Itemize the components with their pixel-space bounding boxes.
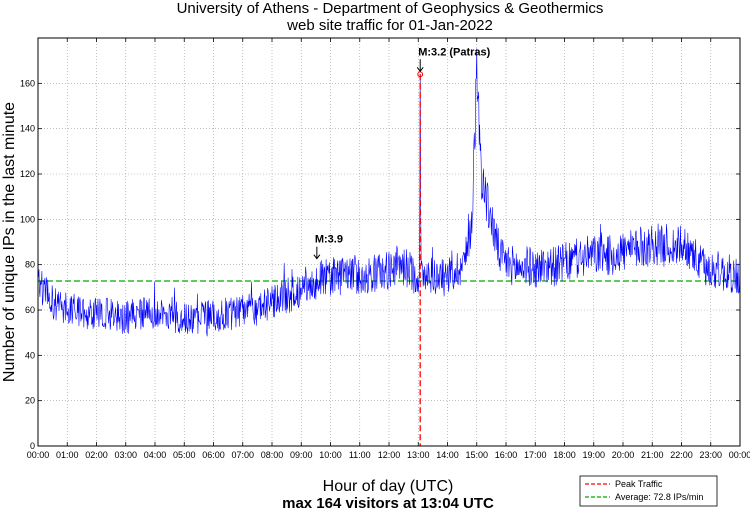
y-tick-label: 40	[25, 350, 35, 360]
x-tick-label: 13:00	[407, 450, 430, 460]
x-tick-label: 21:00	[641, 450, 664, 460]
y-tick-label: 140	[20, 124, 35, 134]
x-tick-label: 19:00	[582, 450, 605, 460]
chart-title: University of Athens - Department of Geo…	[177, 0, 604, 17]
annotations: M:3.9 M:3.2 (Patras)	[313, 46, 491, 260]
series-line	[37, 48, 741, 337]
y-tick-label: 120	[20, 169, 35, 179]
y-axis-label: Number of unique IPs in the last minute	[1, 102, 18, 382]
x-tick-label: 00:00	[729, 450, 750, 460]
x-tick-label: 03:00	[114, 450, 137, 460]
y-tick-label: 0	[30, 441, 35, 451]
x-tick-label: 06:00	[202, 450, 225, 460]
x-tick-label: 15:00	[465, 450, 488, 460]
x-tick-label: 02:00	[85, 450, 108, 460]
x-tick-label: 16:00	[495, 450, 518, 460]
y-tick-label: 20	[25, 396, 35, 406]
y-tick-label: 80	[25, 260, 35, 270]
x-tick-label: 05:00	[173, 450, 196, 460]
y-tick-label: 60	[25, 305, 35, 315]
legend: Peak Traffic Average: 72.8 IPs/min	[579, 475, 718, 507]
series-group	[37, 48, 741, 337]
grid	[37, 38, 741, 447]
x-tick-label: 12:00	[378, 450, 401, 460]
x-tick-label: 08:00	[261, 450, 284, 460]
summary-text: max 164 visitors at 13:04 UTC	[282, 495, 494, 511]
x-tick-label: 20:00	[612, 450, 635, 460]
annotation-arrow-head	[416, 66, 424, 73]
x-tick-label: 09:00	[290, 450, 313, 460]
x-tick-label: 07:00	[231, 450, 254, 460]
x-tick-label: 04:00	[144, 450, 167, 460]
annotation-label: M:3.2 (Patras)	[418, 46, 490, 58]
chart-subtitle: web site traffic for 01-Jan-2022	[286, 17, 493, 34]
legend-peak-label: Peak Traffic	[615, 479, 663, 489]
x-tick-label: 01:00	[56, 450, 79, 460]
x-tick-label: 11:00	[349, 450, 371, 460]
x-tick-label: 23:00	[699, 450, 722, 460]
x-tick-label: 10:00	[319, 450, 342, 460]
x-axis-label: Hour of day (UTC)	[323, 478, 454, 495]
x-tick-label: 17:00	[524, 450, 547, 460]
plot-frame	[37, 37, 741, 447]
x-tick-label: 18:00	[553, 450, 576, 460]
y-tick-label: 160	[20, 78, 35, 88]
y-tick-labels: 0 20 40 60 80 100 120 140 160	[20, 78, 35, 451]
x-tick-label: 14:00	[436, 450, 459, 460]
x-tick-label: 22:00	[670, 450, 693, 460]
y-tick-label: 100	[20, 214, 35, 224]
legend-box	[579, 475, 718, 507]
x-tick-label: 00:00	[27, 450, 50, 460]
annotation-arrow-head	[313, 254, 321, 260]
legend-average-label: Average: 72.8 IPs/min	[615, 492, 703, 502]
annotation-label: M:3.9	[315, 234, 343, 246]
x-tick-labels: 00:00 01:00 02:00 03:00 04:00 05:00 06:00 07:00…	[27, 450, 750, 460]
